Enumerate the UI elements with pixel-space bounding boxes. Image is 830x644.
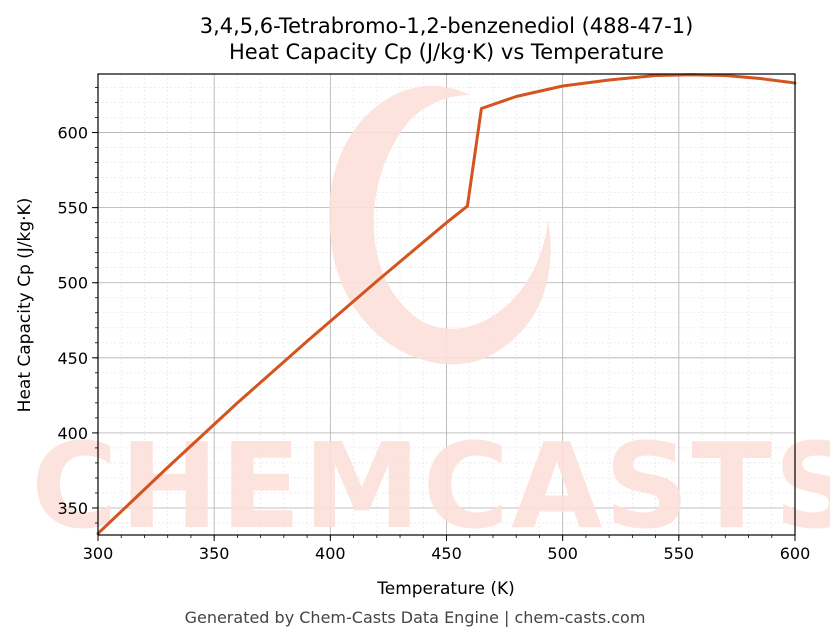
x-tick-label: 300 [83,544,114,563]
y-tick-label: 450 [57,349,88,368]
x-tick-label: 600 [780,544,811,563]
series-layer [96,73,797,535]
chart-subtitle: Heat Capacity Cp (J/kg·K) vs Temperature [229,40,664,64]
major-grid [97,74,796,535]
y-tick-label: 600 [57,124,88,143]
ticks: 300 350 400 450 500 550 600 350 400 450 500 550 600 [57,87,811,563]
y-tick-label: 550 [57,199,88,218]
y-tick-label: 400 [57,424,88,443]
x-tick-label: 450 [431,544,462,563]
x-axis-label: Temperature (K) [376,579,515,599]
watermark-logo-swirl [329,85,551,365]
y-tick-label: 350 [57,499,88,518]
x-tick-label: 400 [315,544,346,563]
x-tick-label: 500 [547,544,578,563]
y-tick-label: 500 [57,274,88,293]
watermark-text: CHEMCASTS [31,417,830,555]
chart-title: 3,4,5,6-Tetrabromo-1,2-benzenediol (488-… [199,14,694,38]
x-tick-label: 550 [664,544,695,563]
watermark: CHEMCASTS [31,85,830,555]
x-tick-label: 350 [199,544,230,563]
footer-credit: Generated by Chem-Casts Data Engine | ch… [184,608,646,627]
y-axis-label: Heat Capacity Cp (J/kg·K) [15,198,35,413]
series-line [96,73,797,535]
